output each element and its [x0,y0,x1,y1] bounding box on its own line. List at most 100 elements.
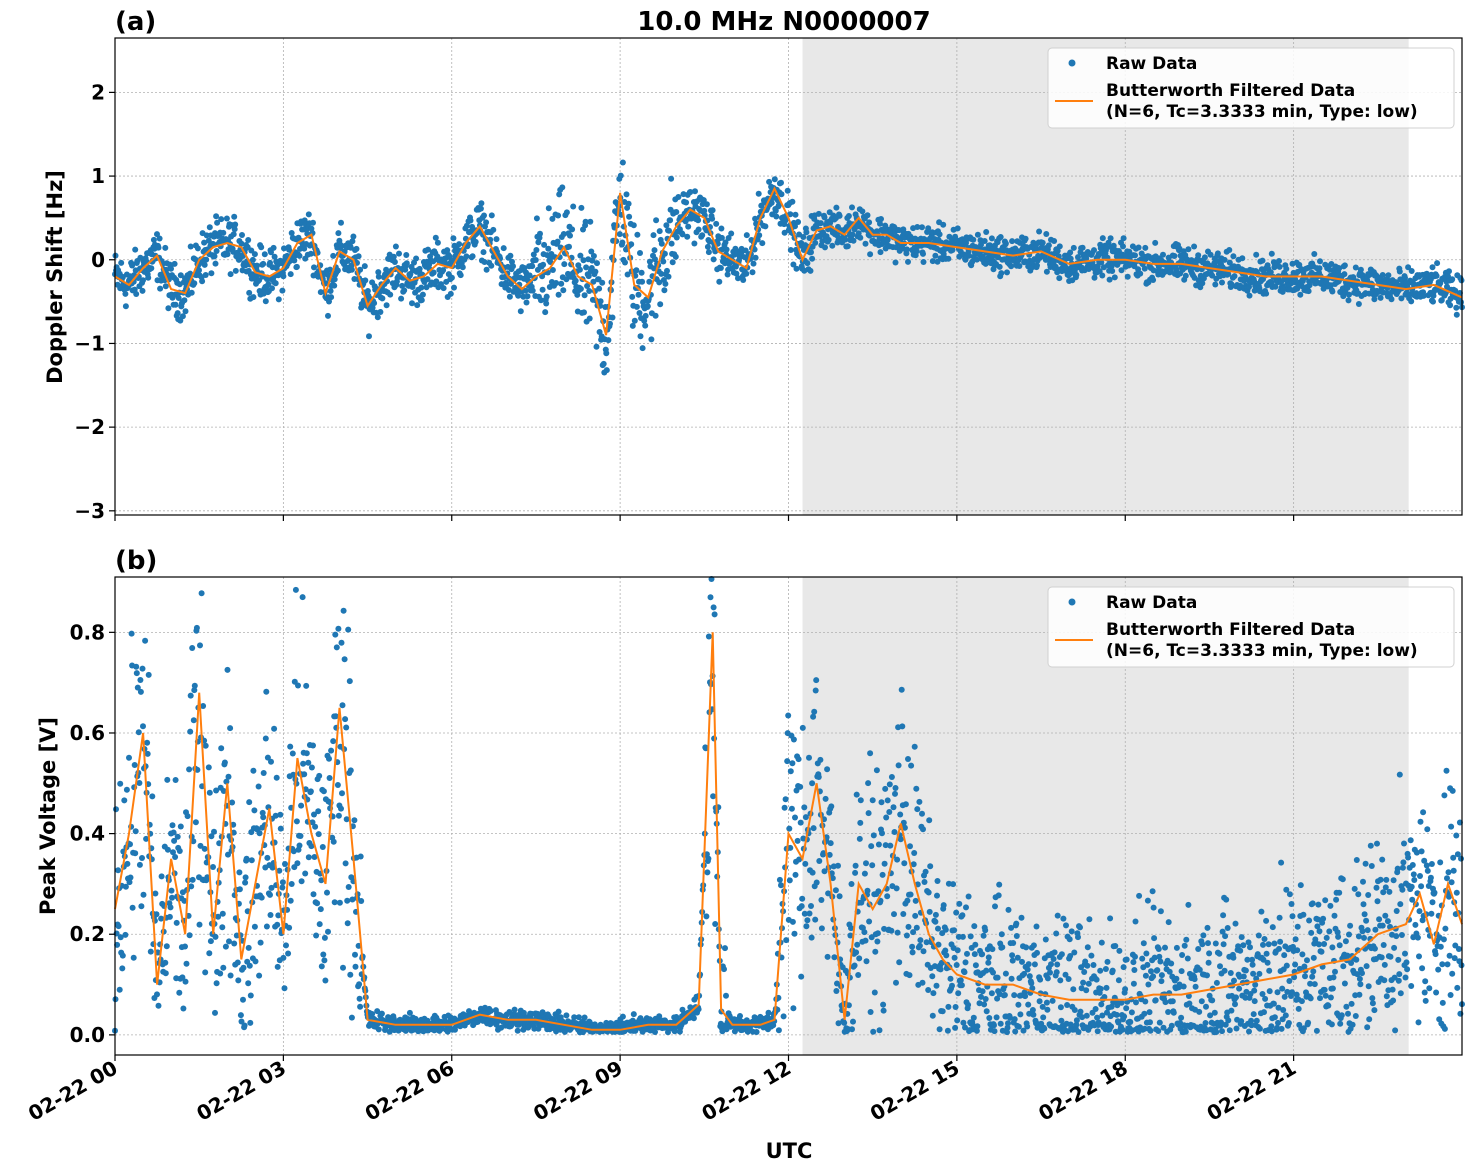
raw-data-point [1276,263,1283,270]
raw-data-point [520,1009,527,1016]
raw-data-point [1036,228,1043,235]
raw-data-point [1007,1014,1014,1021]
raw-data-point [190,838,197,845]
raw-data-point [868,934,875,941]
raw-data-point [1184,955,1191,962]
raw-data-point [749,269,756,276]
raw-data-point [1292,276,1299,283]
raw-data-point [203,256,210,263]
raw-data-point [870,832,877,839]
raw-data-point [960,1019,967,1026]
raw-data-point [875,841,882,848]
raw-data-point [650,232,657,239]
raw-data-point [225,773,232,780]
raw-data-point [561,261,568,268]
raw-data-point [752,254,759,261]
raw-data-point [1132,953,1138,960]
raw-data-point [338,242,345,249]
raw-data-point [212,1009,218,1016]
raw-data-point [330,252,337,259]
raw-data-point [788,805,795,812]
raw-data-point [230,231,237,238]
raw-data-point [1293,991,1300,998]
raw-data-point [330,738,337,745]
raw-data-point [189,645,196,651]
raw-data-point [787,844,794,851]
raw-data-point [973,1027,980,1034]
raw-data-point [737,1013,743,1019]
raw-data-point [1002,240,1009,247]
raw-data-point [816,858,823,864]
raw-data-point [919,979,926,986]
raw-data-point [1194,266,1201,273]
raw-data-point [936,231,943,238]
raw-data-point [955,933,962,940]
raw-data-point [274,921,281,928]
raw-data-point [567,232,573,239]
raw-data-point [795,756,802,763]
raw-data-point [1088,952,1095,959]
raw-data-point [821,214,828,221]
raw-data-point [766,178,773,185]
raw-data-point [1232,920,1239,927]
raw-data-point [281,985,288,992]
raw-data-point [723,992,729,999]
raw-data-point [1011,1016,1018,1023]
raw-data-point [503,282,510,289]
raw-data-point [925,987,932,993]
raw-data-point [880,1001,887,1008]
raw-data-point [555,291,562,298]
raw-data-point [751,246,758,253]
legend-a: Raw Data Butterworth Filtered Data (N=6,… [1047,47,1455,129]
raw-data-point [637,250,643,256]
raw-data-point [1022,235,1029,242]
raw-data-point [481,259,488,265]
raw-data-point [1058,1017,1065,1024]
raw-data-point [886,809,893,815]
raw-data-point [1096,268,1103,275]
raw-data-point [162,244,169,251]
raw-data-point [227,972,234,979]
raw-data-point [959,933,966,940]
raw-data-point [145,671,152,678]
raw-data-point [1230,954,1237,961]
raw-data-point [298,802,305,809]
raw-data-point [639,345,646,352]
raw-data-point [258,244,265,251]
raw-data-point [327,266,334,273]
raw-data-point [1148,968,1154,975]
raw-data-point [735,275,741,282]
raw-data-point [1097,967,1104,974]
raw-data-point [172,301,179,308]
raw-data-point [1317,258,1323,265]
raw-data-point [825,890,832,897]
raw-data-point [1162,944,1168,951]
raw-data-point [695,1006,702,1013]
raw-data-point [362,277,369,284]
raw-data-point [804,260,811,267]
y-axis-label-a: Doppler Shift [Hz] [43,170,67,384]
raw-data-point [1128,1009,1135,1016]
raw-data-point [1306,282,1313,289]
raw-data-point [293,263,300,270]
raw-data-point [893,979,899,986]
raw-data-point [1051,949,1058,956]
raw-data-point [570,203,577,210]
raw-data-point [344,920,351,927]
raw-data-point [994,974,1001,981]
raw-data-point [511,1006,518,1013]
raw-data-point [140,891,147,898]
raw-data-point [1053,969,1060,976]
raw-data-point [753,1029,760,1035]
raw-data-point [855,972,862,978]
raw-data-point [663,222,670,229]
raw-data-point [710,793,717,800]
raw-data-point [533,215,540,222]
raw-data-point [957,977,964,984]
raw-data-point [1371,296,1378,303]
raw-data-point [172,777,179,783]
raw-data-point [648,336,655,343]
raw-data-point [1223,896,1230,903]
raw-data-point [456,241,463,248]
raw-data-point [575,1014,582,1021]
